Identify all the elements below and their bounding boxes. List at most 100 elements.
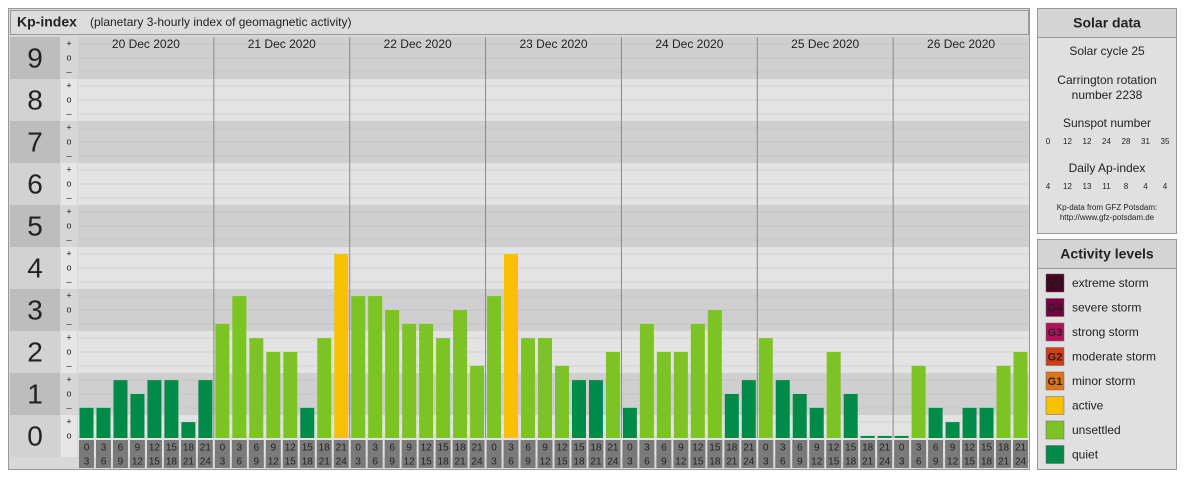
y-tick-label: 8 [27,84,43,115]
source-line: http://www.gfz-potsdam.de [1060,213,1155,222]
slot-box [146,440,162,468]
kp-bar [945,422,960,438]
kp-bar [758,338,773,438]
sunspot-title: Sunspot number [1063,116,1151,130]
label-band [10,79,60,121]
ap-title: Daily Ap-index [1069,161,1146,175]
slot-label: 18 [438,457,450,468]
kp-bar [232,296,247,438]
slot-box [826,440,842,468]
minor-band [61,121,77,163]
level-label: severe storm [1072,301,1141,315]
slot-label: 18 [455,443,467,454]
minor-tick-label: + [66,164,71,174]
label-band [10,163,60,205]
sunspot-value: 12 [1063,137,1072,146]
slot-label: 15 [573,443,585,454]
slot-box [1013,440,1028,468]
ap-value: 4 [1163,182,1168,191]
slot-label: 15 [828,457,840,468]
minor-tick-label: – [66,192,71,202]
slot-label: 9 [933,457,939,468]
slot-label: 15 [166,443,178,454]
y-tick-label: 0 [27,420,43,451]
minor-tick-label: o [66,388,71,398]
slot-box [605,440,621,468]
kp-bar [521,338,536,438]
slot-label: 9 [542,443,548,454]
kp-bar [504,254,519,438]
slot-box [809,440,825,468]
label-band [10,415,60,457]
minor-tick-label: + [66,416,71,426]
kp-bar [300,407,315,438]
slot-label: 6 [389,443,395,454]
kp-bar [724,394,739,438]
kp-bar [470,365,485,438]
kp-bar [639,323,654,438]
slot-label: 18 [845,457,857,468]
slot-box [265,440,281,468]
activity-title: Activity levels [1060,246,1154,262]
slot-box [333,440,349,468]
slot-box [180,440,196,468]
slot-label: 15 [438,443,450,454]
level-swatch [1045,273,1065,293]
minor-tick-label: – [66,360,71,370]
minor-band [61,373,77,415]
kp-bar [283,352,298,438]
slot-box [775,440,791,468]
slot-label: 12 [404,457,416,468]
kp-bar [402,323,417,438]
slot-box [282,440,298,468]
minor-tick-label: + [66,206,71,216]
kp-bar [979,407,994,438]
level-badge: G1 [1048,376,1063,388]
label-band [10,37,60,79]
y-tick-label: 5 [27,210,43,241]
minor-band [61,79,77,121]
slot-label: 18 [573,457,585,468]
minor-band [61,247,77,289]
level-label: extreme storm [1072,276,1149,290]
slot-label: 12 [556,443,568,454]
slot-label: 3 [763,457,769,468]
day-label: 26 Dec 2020 [927,37,995,51]
kp-bar [571,380,586,438]
kp-bar [419,323,434,438]
slot-box [299,440,315,468]
kp-bar [334,254,349,438]
minor-band [61,331,77,373]
kp-bar [249,338,264,438]
y-tick-label: 9 [27,42,43,73]
kp-bar [843,394,858,438]
slot-box [860,440,876,468]
kp-bar [385,310,400,438]
slot-label: 3 [916,443,922,454]
kp-bar [113,380,128,438]
solar-panel [1037,8,1177,234]
slot-label: 12 [828,443,840,454]
level-swatch [1045,420,1065,440]
minor-band [61,163,77,205]
minor-tick-label: o [66,262,71,272]
sunspot-value: 28 [1122,137,1131,146]
slot-box [962,440,978,468]
slot-label: 6 [525,443,531,454]
slot-label: 21 [200,443,212,454]
slot-label: 6 [797,443,803,454]
slot-label: 15 [421,457,433,468]
y-tick-label: 1 [27,378,43,409]
kp-bar [130,394,145,438]
y-tick-label: 6 [27,168,43,199]
kp-bar [164,380,179,438]
kp-bar [368,296,383,438]
level-swatch [1045,445,1065,464]
slot-label: 9 [814,443,820,454]
slot-box [554,440,570,468]
slot-label: 0 [627,443,633,454]
slot-box [622,440,638,468]
kp-bar [656,352,671,438]
slot-label: 21 [998,457,1010,468]
minor-tick-label: o [66,220,71,230]
